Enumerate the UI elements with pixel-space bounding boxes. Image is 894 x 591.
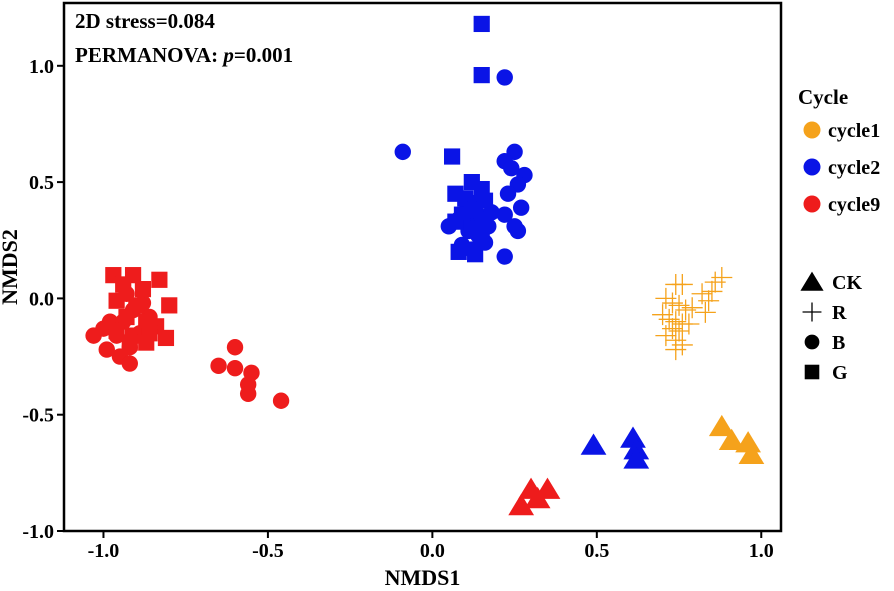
point-cycle1-R bbox=[665, 339, 687, 361]
point-cycle2-CK bbox=[580, 433, 607, 455]
legend-label-G: G bbox=[832, 362, 848, 384]
legend-marker-G bbox=[804, 364, 820, 380]
point-cycle2-B bbox=[496, 206, 513, 223]
point-cycle9-G bbox=[108, 322, 125, 340]
point-cycle9-CK bbox=[508, 493, 535, 516]
point-cycle1-R bbox=[701, 280, 723, 302]
y-axis-title: NMDS2 bbox=[0, 229, 22, 305]
plot-frame bbox=[62, 1, 783, 533]
legend-label-R: R bbox=[832, 302, 847, 324]
point-cycle9-G bbox=[161, 297, 178, 314]
series-cycle1-CK bbox=[708, 414, 765, 465]
point-cycle9-CK bbox=[534, 477, 561, 499]
point-cycle2-B bbox=[512, 199, 530, 216]
legend-title: Cycle bbox=[798, 85, 848, 109]
legend-marker-B bbox=[804, 334, 820, 350]
legend-label-B: B bbox=[832, 332, 845, 354]
x-tick-label: 0.0 bbox=[420, 540, 445, 562]
y-tick-label: 0.0 bbox=[29, 288, 54, 310]
point-cycle2-B bbox=[503, 159, 520, 177]
legend: Cycle cycle1 cycle2 cycle9 CK RBG bbox=[798, 85, 880, 384]
permanova-value: =0.001 bbox=[234, 43, 293, 67]
x-tick-label: -0.5 bbox=[252, 540, 284, 562]
point-cycle1-R bbox=[681, 297, 703, 319]
series-cycle2-CK bbox=[580, 426, 650, 469]
point-cycle1-CK bbox=[738, 442, 765, 465]
point-cycle2-B bbox=[394, 143, 411, 161]
point-cycle2-CK bbox=[623, 447, 650, 469]
point-cycle9-G bbox=[138, 334, 155, 351]
point-cycle9-G bbox=[134, 280, 152, 298]
series-cycle9-G bbox=[105, 267, 178, 351]
x-tick-label: 0.5 bbox=[584, 540, 609, 562]
permanova-annotation: PERMANOVA: p=0.001 bbox=[75, 43, 293, 67]
point-cycle2-CK bbox=[620, 426, 646, 448]
point-cycle1-R bbox=[711, 266, 733, 288]
axes: -1.0 -0.5 0.0 0.5 1.0 -1.0 -0.5 0.0 0.5 1.0 bbox=[22, 56, 773, 562]
point-cycle2-G bbox=[450, 243, 467, 260]
legend-label-cycle9: cycle9 bbox=[828, 194, 880, 216]
legend-label-CK: CK bbox=[832, 272, 862, 294]
point-cycle1-R bbox=[655, 325, 677, 347]
y-tick-label: 1.0 bbox=[29, 56, 54, 78]
x-tick-label: -1.0 bbox=[88, 540, 120, 562]
x-tick-label: 1.0 bbox=[749, 540, 774, 562]
point-cycle9-G bbox=[157, 329, 175, 347]
point-cycle2-B bbox=[496, 248, 513, 265]
point-cycle1-R bbox=[704, 271, 726, 293]
point-cycle2-G bbox=[467, 246, 484, 263]
point-cycle2-G bbox=[473, 227, 490, 244]
y-tick-label: 0.5 bbox=[29, 172, 54, 194]
point-cycle2-G bbox=[476, 192, 494, 209]
point-cycle9-B bbox=[226, 359, 244, 377]
legend-marker-cycle1 bbox=[803, 121, 821, 139]
point-cycle2-G bbox=[447, 213, 464, 230]
point-cycle2-B bbox=[496, 69, 513, 86]
point-cycle2-B bbox=[509, 222, 527, 240]
point-cycle1-CK bbox=[735, 431, 761, 453]
point-cycle2-G bbox=[444, 148, 461, 165]
stress-annotation: 2D stress=0.084 bbox=[75, 9, 215, 33]
legend-marker-cycle9 bbox=[803, 195, 821, 213]
point-cycle1-R bbox=[658, 308, 680, 330]
point-cycle1-R bbox=[668, 320, 690, 342]
point-cycle1-R bbox=[671, 273, 693, 295]
y-tick-label: -0.5 bbox=[22, 405, 54, 427]
series-cycle2-G bbox=[444, 15, 494, 263]
point-cycle1-R bbox=[671, 334, 693, 356]
point-cycle9-G bbox=[118, 308, 135, 326]
y-tick-label: -1.0 bbox=[22, 521, 54, 543]
legend-marker-cycle2 bbox=[803, 158, 821, 176]
point-cycle2-B bbox=[499, 185, 517, 202]
point-cycle1-CK bbox=[708, 414, 735, 437]
point-cycle9-B bbox=[98, 341, 115, 358]
x-axis-title: NMDS1 bbox=[385, 565, 461, 590]
point-cycle1-CK bbox=[718, 428, 745, 451]
legend-label-cycle2: cycle2 bbox=[828, 157, 880, 179]
series-cycle9-CK bbox=[508, 477, 561, 516]
point-cycle9-G bbox=[108, 292, 125, 309]
series-cycle1-R bbox=[652, 266, 733, 361]
point-cycle1-R bbox=[694, 301, 716, 323]
point-cycle9-B bbox=[239, 385, 257, 402]
point-cycle9-B bbox=[210, 357, 227, 375]
legend-marker-R bbox=[802, 302, 822, 322]
legend-label-cycle1: cycle1 bbox=[828, 120, 880, 142]
permanova-p-symbol: p bbox=[221, 43, 234, 67]
point-cycle9-B bbox=[121, 355, 138, 372]
plot-area bbox=[85, 15, 765, 516]
point-cycle9-G bbox=[121, 334, 138, 351]
point-cycle9-G bbox=[115, 276, 132, 293]
series-cycle2-B bbox=[394, 69, 533, 265]
point-cycle2-G bbox=[473, 15, 490, 33]
permanova-prefix: PERMANOVA: bbox=[75, 43, 223, 67]
point-cycle9-G bbox=[151, 271, 168, 288]
point-cycle9-B bbox=[272, 392, 290, 409]
point-cycle1-R bbox=[698, 290, 720, 312]
legend-marker-CK bbox=[800, 271, 824, 291]
point-cycle2-G bbox=[473, 67, 490, 84]
point-cycle9-B bbox=[226, 339, 244, 356]
